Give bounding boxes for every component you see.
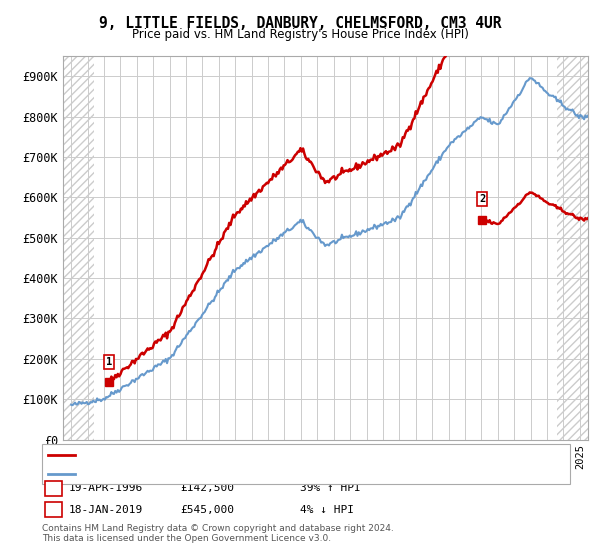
Text: £142,500: £142,500 (180, 483, 234, 493)
Text: 1: 1 (50, 483, 57, 493)
Text: HPI: Average price, detached house, Chelmsford: HPI: Average price, detached house, Chel… (79, 469, 355, 478)
Text: 4% ↓ HPI: 4% ↓ HPI (300, 505, 354, 515)
Text: 2: 2 (50, 505, 57, 515)
Text: 19-APR-1996: 19-APR-1996 (69, 483, 143, 493)
Text: 9, LITTLE FIELDS, DANBURY, CHELMSFORD, CM3 4UR: 9, LITTLE FIELDS, DANBURY, CHELMSFORD, C… (99, 16, 501, 31)
Text: 9, LITTLE FIELDS, DANBURY, CHELMSFORD, CM3 4UR (detached house): 9, LITTLE FIELDS, DANBURY, CHELMSFORD, C… (79, 450, 457, 460)
Text: 39% ↑ HPI: 39% ↑ HPI (300, 483, 361, 493)
Text: Price paid vs. HM Land Registry's House Price Index (HPI): Price paid vs. HM Land Registry's House … (131, 28, 469, 41)
Text: Contains HM Land Registry data © Crown copyright and database right 2024.: Contains HM Land Registry data © Crown c… (42, 524, 394, 533)
Text: 1: 1 (106, 357, 112, 367)
Text: 2: 2 (479, 194, 485, 204)
Text: This data is licensed under the Open Government Licence v3.0.: This data is licensed under the Open Gov… (42, 534, 331, 543)
Text: 18-JAN-2019: 18-JAN-2019 (69, 505, 143, 515)
Text: £545,000: £545,000 (180, 505, 234, 515)
